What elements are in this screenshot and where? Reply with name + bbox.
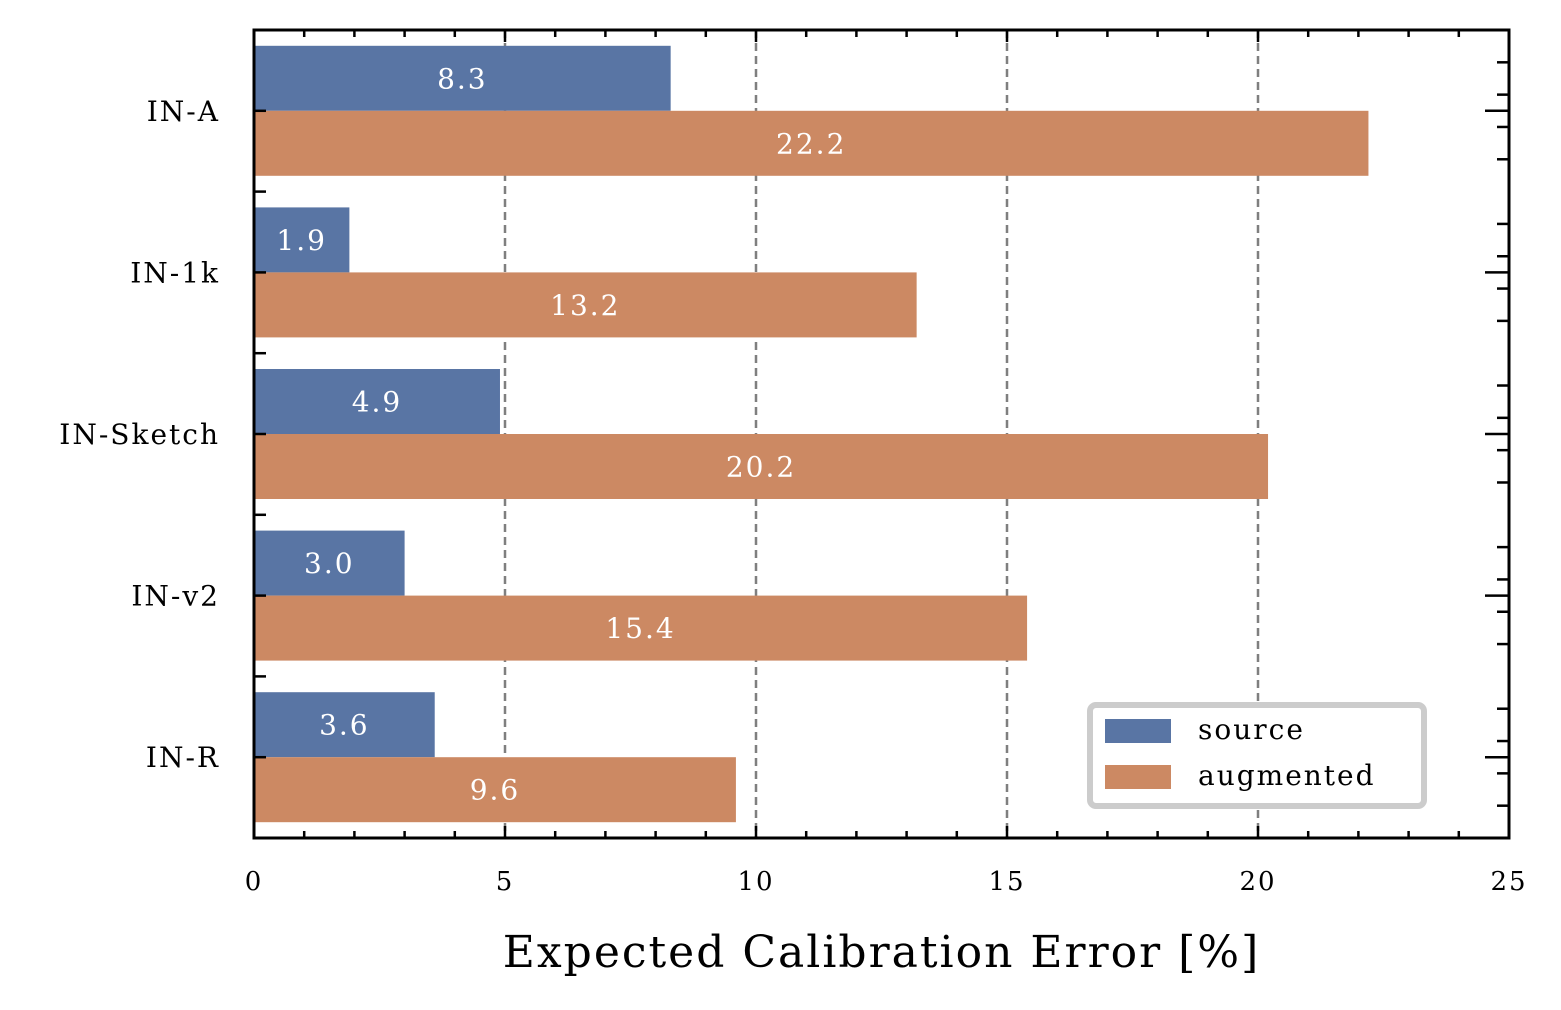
legend: source augmented xyxy=(1087,702,1427,809)
bar-augmented xyxy=(254,757,736,823)
x-tick-label: 0 xyxy=(245,867,264,897)
bar-value-label: 13.2 xyxy=(550,289,620,322)
legend-swatch-augmented xyxy=(1105,765,1171,789)
bar-value-label: 9.6 xyxy=(470,774,521,807)
legend-box xyxy=(1087,702,1427,809)
bar-value-label: 1.9 xyxy=(276,224,327,257)
x-tick-label: 10 xyxy=(737,867,774,897)
bar-value-label: 15.4 xyxy=(605,612,675,645)
legend-label-source: source xyxy=(1198,713,1305,746)
x-tick-label: 25 xyxy=(1490,867,1527,897)
bar-augmented xyxy=(254,272,917,338)
y-category-label: IN-1k xyxy=(130,256,220,289)
bar-value-label: 8.3 xyxy=(437,62,488,95)
y-category-label: IN-Sketch xyxy=(59,418,220,451)
bar-source xyxy=(254,692,435,758)
x-axis-title: Expected Calibration Error [%] xyxy=(503,927,1261,978)
bar-value-label: 3.6 xyxy=(319,709,370,742)
y-category-labels: IN-A IN-1k IN-Sketch IN-v2 IN-R xyxy=(59,95,220,774)
y-category-label: IN-v2 xyxy=(131,580,220,613)
y-category-label: IN-A xyxy=(147,95,220,128)
bar-source xyxy=(254,207,350,273)
bar-source xyxy=(254,369,500,434)
x-tick-labels: 0 5 10 15 20 25 xyxy=(245,867,1527,897)
bars xyxy=(254,45,1369,823)
bar-value-label: 3.0 xyxy=(304,547,355,580)
x-tick-label: 5 xyxy=(496,867,515,897)
bar-source xyxy=(254,530,405,596)
bar-value-label: 4.9 xyxy=(352,386,403,419)
bar-augmented xyxy=(254,434,1269,499)
legend-label-augmented: augmented xyxy=(1198,759,1376,792)
bar-value-labels: 8.3 22.2 1.9 13.2 4.9 20.2 3.0 15.4 3.6 9.6 xyxy=(276,62,846,807)
bar-source xyxy=(254,45,671,111)
axis-ticks xyxy=(252,30,1511,838)
y-category-label: IN-R xyxy=(146,741,220,774)
bar-augmented xyxy=(254,110,1369,176)
bar-value-label: 20.2 xyxy=(726,451,796,484)
bar-value-label: 22.2 xyxy=(776,127,846,160)
bar-augmented xyxy=(254,595,1028,661)
legend-swatch-source xyxy=(1105,719,1171,743)
x-tick-label: 20 xyxy=(1239,867,1276,897)
plot-frame xyxy=(252,28,1511,840)
x-tick-label: 15 xyxy=(988,867,1025,897)
